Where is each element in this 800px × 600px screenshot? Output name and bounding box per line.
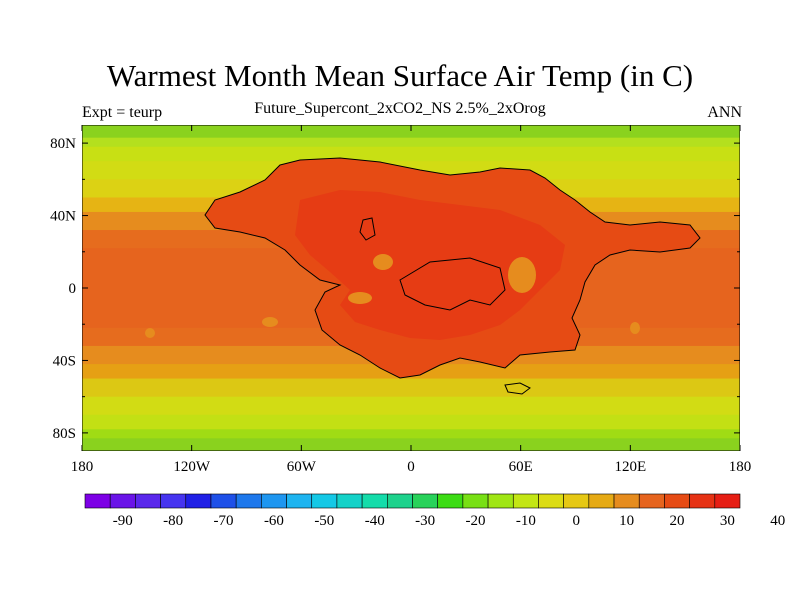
colorbar-label: -70 (214, 513, 234, 529)
map-subtitle: Future_Supercont_2xCO2_NS 2.5%_2xOrog (254, 100, 546, 117)
warm-spot (373, 254, 393, 270)
latitude-labels: 80N 40N 0 40S 80S (50, 136, 76, 442)
colorbar-swatch (538, 493, 564, 509)
colorbar (84, 493, 741, 509)
lon-tick-label: 60W (287, 459, 317, 475)
warm-spot (262, 317, 278, 327)
island-outline (504, 382, 531, 395)
colorbar-swatch (261, 493, 287, 509)
lon-tick-label: 60E (509, 459, 533, 475)
colorbar-label: -20 (465, 513, 485, 529)
colorbar-swatch (135, 493, 161, 509)
lat-tick-label: 40N (50, 209, 76, 225)
colorbar-swatch (235, 493, 262, 509)
colorbar-label: -80 (163, 513, 183, 529)
island-outline (359, 217, 376, 241)
lon-tick-label: 180 (71, 459, 94, 475)
longitude-labels: 180 120W 60W 0 60E 120E 180 (71, 459, 752, 475)
axis-ticks (81, 125, 741, 451)
colorbar-label: -90 (113, 513, 133, 529)
warm-spot (508, 257, 536, 293)
colorbar-swatch (487, 493, 514, 509)
colorbar-label: 0 (573, 513, 581, 529)
period-label: ANN (707, 104, 742, 121)
latitude-band (82, 429, 740, 439)
colorbar-swatch (462, 493, 489, 509)
map-plot-area (82, 125, 740, 451)
colorbar-swatch (210, 493, 237, 509)
colorbar-label: -50 (314, 513, 334, 529)
colorbar-swatch (412, 493, 438, 509)
colorbar-swatch (638, 493, 665, 509)
inner-sea-outline (399, 257, 506, 311)
colorbar-label: -40 (365, 513, 385, 529)
latitude-band (82, 378, 740, 398)
colorbar-swatch (336, 493, 363, 509)
latitude-band (82, 438, 740, 451)
colorbar-label: 30 (720, 513, 735, 529)
colorbar-swatch (84, 493, 111, 509)
lon-tick-label: 120W (173, 459, 211, 475)
colorbar-label: 20 (670, 513, 685, 529)
continent-outline (204, 157, 701, 379)
experiment-label: Expt = teurp (82, 104, 163, 121)
map-title: Warmest Month Mean Surface Air Temp (in … (106, 58, 694, 93)
colorbar-swatch (689, 493, 716, 509)
latitude-band (82, 125, 740, 139)
colorbar-labels: -90-80-70-60-50-40-30-20-1001020304050 (113, 513, 785, 529)
latitude-band (82, 414, 740, 430)
colorbar-label: 10 (619, 513, 634, 529)
lat-tick-label: 0 (69, 281, 77, 297)
colorbar-swatch (311, 493, 338, 509)
latitude-band (82, 146, 740, 162)
warm-spot (145, 328, 155, 338)
lat-tick-label: 80S (53, 426, 76, 442)
supercontinent (145, 157, 701, 395)
colorbar-swatch (437, 493, 464, 509)
latitude-band (82, 396, 740, 416)
lat-tick-label: 80N (50, 136, 76, 152)
lat-tick-label: 40S (53, 353, 76, 369)
colorbar-swatch (160, 493, 187, 509)
warm-spot (348, 292, 372, 304)
colorbar-label: -30 (415, 513, 435, 529)
colorbar-swatch (714, 493, 741, 509)
colorbar-swatch (185, 493, 212, 509)
lon-tick-label: 180 (729, 459, 752, 475)
lon-tick-label: 0 (407, 459, 415, 475)
colorbar-swatch (613, 493, 640, 509)
lon-tick-label: 120E (614, 459, 646, 475)
colorbar-label: 40 (770, 513, 785, 529)
colorbar-swatch (387, 493, 413, 509)
colorbar-swatch (286, 493, 313, 509)
warm-spot (630, 322, 640, 334)
latitude-band (82, 137, 740, 148)
colorbar-label: -10 (516, 513, 536, 529)
colorbar-swatch (361, 493, 388, 509)
colorbar-swatch (563, 493, 590, 509)
colorbar-swatch (664, 493, 690, 509)
colorbar-swatch (109, 493, 136, 509)
colorbar-swatch (588, 493, 615, 509)
colorbar-label: -60 (264, 513, 284, 529)
colorbar-swatch (512, 493, 539, 509)
